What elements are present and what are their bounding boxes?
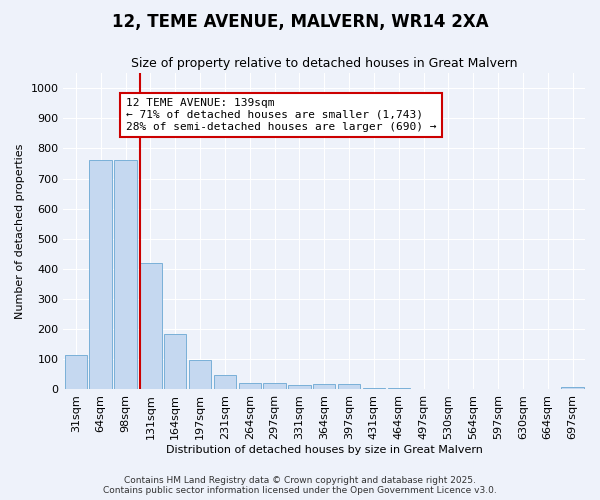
Bar [338,384,360,390]
Bar [313,384,335,390]
Text: 12 TEME AVENUE: 139sqm
← 71% of detached houses are smaller (1,743)
28% of semi-: 12 TEME AVENUE: 139sqm ← 71% of detached… [126,98,437,132]
Bar [189,360,211,390]
Bar [288,385,311,390]
Bar [388,388,410,390]
X-axis label: Distribution of detached houses by size in Great Malvern: Distribution of detached houses by size … [166,445,482,455]
Title: Size of property relative to detached houses in Great Malvern: Size of property relative to detached ho… [131,58,517,70]
Bar [239,383,261,390]
Bar [363,388,385,390]
Bar [412,389,435,390]
Text: Contains HM Land Registry data © Crown copyright and database right 2025.
Contai: Contains HM Land Registry data © Crown c… [103,476,497,495]
Text: 12, TEME AVENUE, MALVERN, WR14 2XA: 12, TEME AVENUE, MALVERN, WR14 2XA [112,12,488,30]
Bar [562,387,584,390]
Bar [164,334,187,390]
Bar [263,383,286,390]
Bar [115,160,137,390]
Bar [65,355,87,390]
Bar [89,160,112,390]
Y-axis label: Number of detached properties: Number of detached properties [15,144,25,319]
Bar [214,376,236,390]
Bar [139,263,161,390]
